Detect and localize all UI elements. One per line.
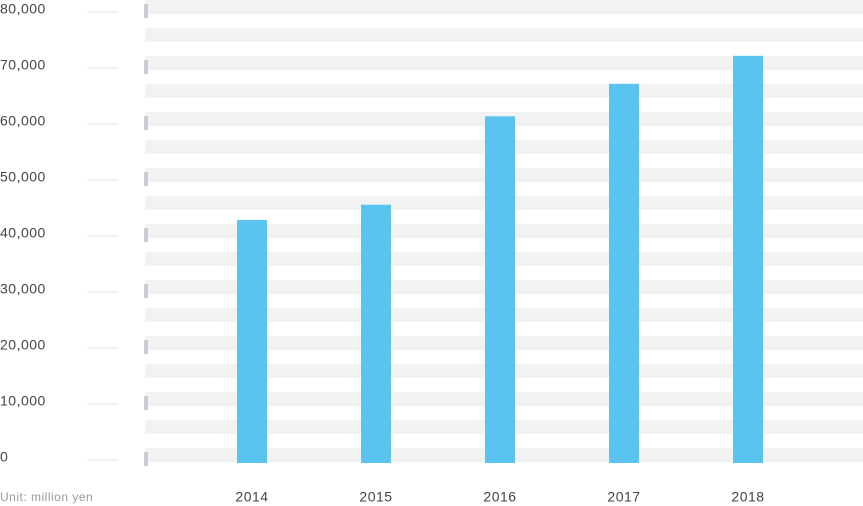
tick-mark [144, 4, 148, 18]
stripe [145, 56, 863, 70]
x-tick-label: 2018 [731, 489, 764, 505]
stripe [145, 28, 863, 42]
tick-mark [144, 396, 148, 410]
y-tick-label: 10,000 [0, 393, 46, 409]
tick-mark [144, 116, 148, 130]
stripe [145, 84, 863, 98]
x-tick-label: 2016 [483, 489, 516, 505]
y-tick-label: 60,000 [0, 113, 46, 129]
bar [237, 219, 267, 463]
tick-mark [144, 172, 148, 186]
bar [733, 55, 763, 464]
y-tick-label: 50,000 [0, 169, 46, 185]
y-tick-label: 40,000 [0, 225, 46, 241]
tick-mark [144, 340, 148, 354]
y-tick-label: 70,000 [0, 57, 46, 73]
stripe [145, 0, 863, 14]
tick-mark [144, 452, 148, 466]
y-tick-label: 0 [0, 449, 8, 465]
y-tick-label: 30,000 [0, 281, 46, 297]
bar [361, 204, 391, 463]
bar [485, 116, 515, 463]
bar [609, 83, 639, 464]
x-tick-label: 2017 [607, 489, 640, 505]
tick-mark [144, 284, 148, 298]
y-tick-label: 20,000 [0, 337, 46, 353]
tick-mark [144, 60, 148, 74]
y-tick-label: 80,000 [0, 1, 46, 17]
unit-label: Unit: million yen [0, 490, 93, 504]
x-tick-label: 2015 [359, 489, 392, 505]
tick-mark [144, 228, 148, 242]
x-tick-label: 2014 [235, 489, 268, 505]
